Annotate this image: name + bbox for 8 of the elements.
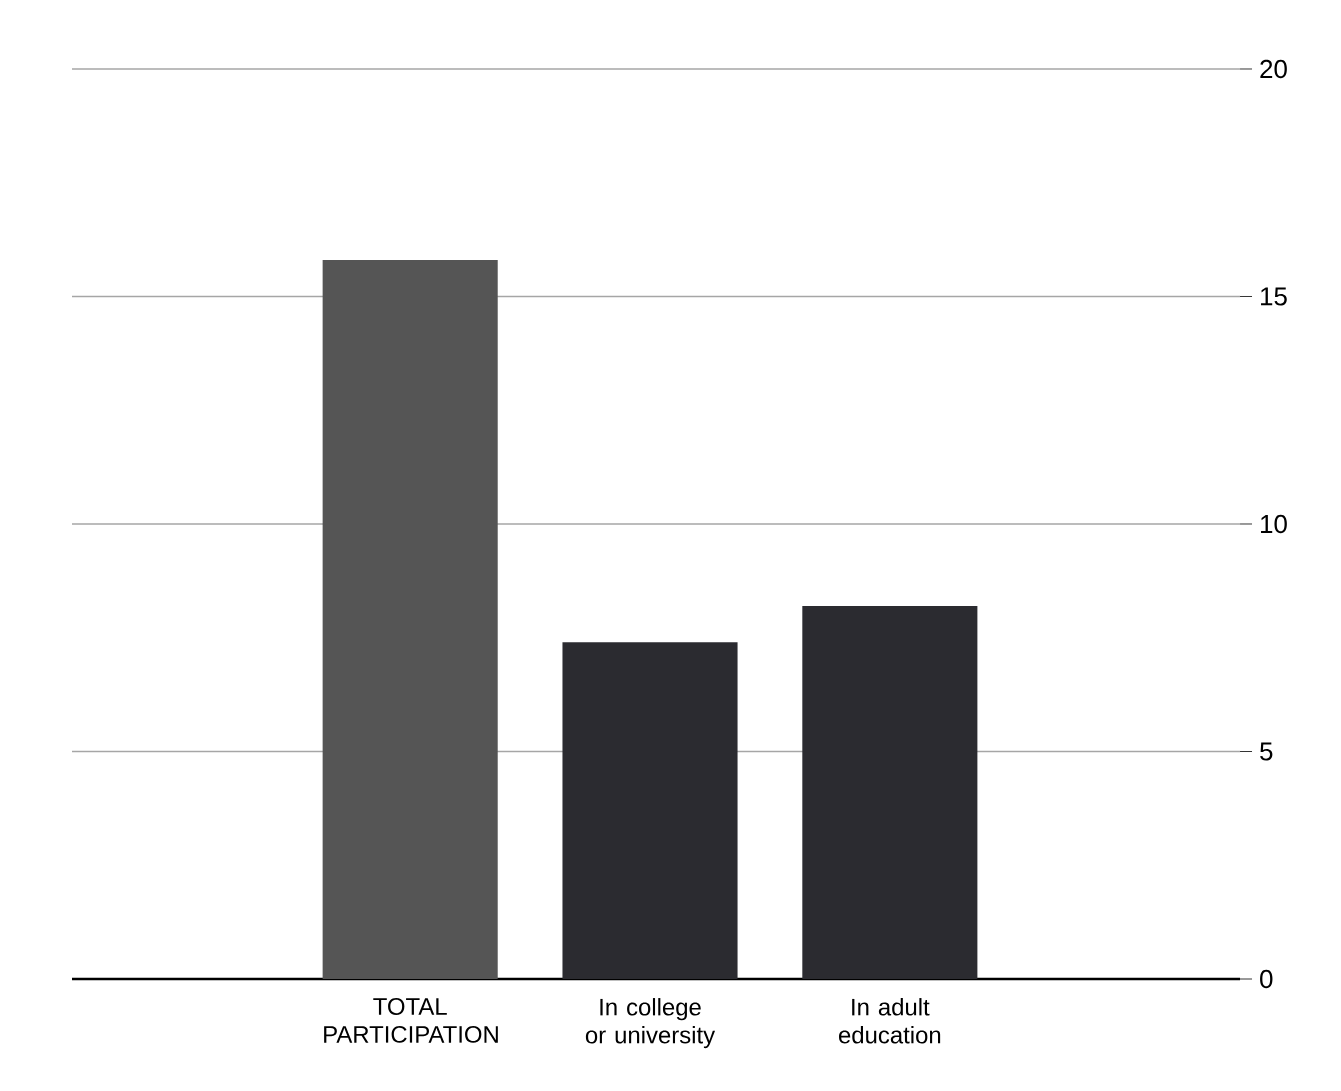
y-tick-label: 0 xyxy=(1260,969,1273,989)
y-tick-label: 20 xyxy=(1260,59,1287,79)
y-tick-label: 5 xyxy=(1260,742,1273,761)
y-tick-label: 15 xyxy=(1261,287,1287,306)
x-tick-label: In adult education xyxy=(839,998,941,1044)
x-tick-label: TOTAL PARTICIPATION xyxy=(324,998,498,1043)
y-tick-label: 10 xyxy=(1261,514,1287,534)
x-tick-label: In college or university xyxy=(585,998,716,1049)
